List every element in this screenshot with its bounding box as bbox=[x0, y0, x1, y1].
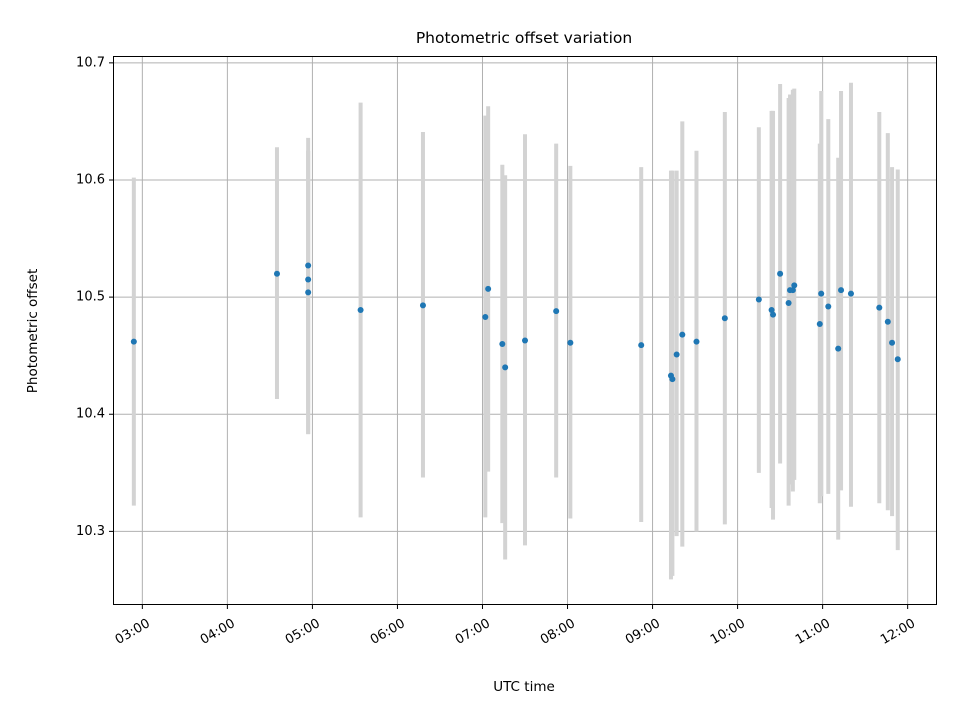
data-point bbox=[485, 285, 492, 292]
data-point bbox=[502, 364, 509, 371]
plot-frame bbox=[113, 56, 937, 605]
data-point bbox=[818, 290, 825, 297]
data-point bbox=[693, 338, 700, 345]
data-point bbox=[755, 296, 762, 303]
data-point bbox=[876, 304, 883, 311]
data-point bbox=[553, 308, 560, 315]
y-tick-label: 10.6 bbox=[76, 172, 105, 187]
x-axis-label: UTC time bbox=[493, 679, 555, 695]
data-point bbox=[789, 287, 796, 294]
data-point bbox=[673, 351, 680, 358]
y-tick-label: 10.7 bbox=[76, 55, 105, 70]
y-axis-ticks: 10.3 10.4 10.5 10.6 10.7 bbox=[76, 55, 114, 539]
y-tick-label: 10.3 bbox=[76, 524, 105, 539]
data-point bbox=[894, 356, 901, 363]
y-tick-label: 10.5 bbox=[76, 290, 105, 305]
data-point bbox=[777, 270, 784, 277]
data-point bbox=[835, 345, 842, 352]
data-point bbox=[130, 338, 137, 345]
data-point bbox=[638, 342, 645, 349]
data-point bbox=[273, 270, 280, 277]
data-point bbox=[357, 307, 364, 314]
data-point bbox=[305, 289, 312, 296]
data-point bbox=[889, 339, 896, 346]
data-point bbox=[838, 287, 845, 294]
data-point bbox=[785, 299, 792, 306]
data-point bbox=[669, 376, 676, 383]
data-point bbox=[884, 318, 891, 325]
data-point bbox=[770, 311, 777, 318]
data-point bbox=[679, 331, 686, 338]
data-point bbox=[825, 303, 832, 310]
data-point bbox=[499, 340, 506, 347]
data-point bbox=[482, 314, 489, 321]
chart-title: Photometric offset variation bbox=[416, 29, 632, 47]
data-point bbox=[305, 276, 312, 283]
data-points bbox=[130, 262, 901, 383]
data-point bbox=[419, 302, 426, 309]
data-point bbox=[567, 339, 574, 346]
data-point bbox=[791, 282, 798, 289]
y-axis-label: Photometric offset bbox=[25, 269, 41, 393]
data-point bbox=[847, 290, 854, 297]
data-point bbox=[522, 337, 528, 344]
y-tick-label: 10.4 bbox=[76, 407, 105, 422]
data-point bbox=[721, 315, 728, 322]
data-point bbox=[768, 307, 775, 314]
data-point bbox=[816, 321, 823, 328]
data-point bbox=[305, 262, 312, 269]
